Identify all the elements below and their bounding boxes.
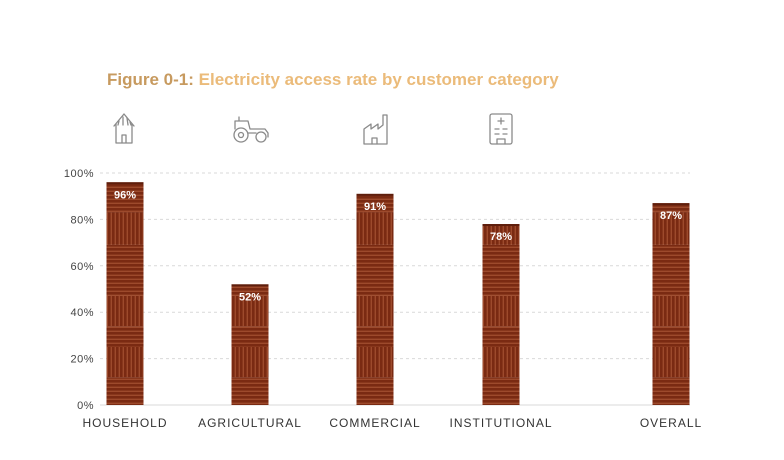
y-tick-label: 60% bbox=[70, 261, 94, 273]
figure-label: Figure 0-1: bbox=[107, 70, 194, 89]
data-label: 87% bbox=[660, 210, 682, 222]
y-tick-label: 20% bbox=[70, 354, 94, 366]
data-label: 96% bbox=[114, 189, 136, 201]
y-tick-label: 40% bbox=[70, 307, 94, 319]
x-category-label: COMMERCIAL bbox=[329, 416, 420, 430]
bar-commercial bbox=[356, 193, 394, 405]
tractor-icon bbox=[233, 116, 269, 143]
bar-overall bbox=[652, 203, 690, 405]
data-label: 52% bbox=[239, 291, 261, 303]
data-label: 78% bbox=[490, 231, 512, 243]
house-icon bbox=[113, 113, 135, 144]
y-tick-label: 100% bbox=[64, 168, 94, 180]
figure-title: Figure 0-1: Electricity access rate by c… bbox=[107, 70, 559, 90]
y-tick-label: 80% bbox=[70, 214, 94, 226]
factory-icon bbox=[363, 114, 388, 145]
x-category-label: HOUSEHOLD bbox=[82, 416, 167, 430]
data-label: 91% bbox=[364, 201, 386, 213]
bar-institutional bbox=[482, 224, 520, 405]
bar-agricultural bbox=[231, 284, 269, 405]
x-category-label: AGRICULTURAL bbox=[198, 416, 302, 430]
y-tick-label: 0% bbox=[77, 400, 94, 412]
figure-title-text: Electricity access rate by customer cate… bbox=[198, 70, 559, 89]
x-category-label: INSTITUTIONAL bbox=[449, 416, 552, 430]
x-category-label: OVERALL bbox=[640, 416, 702, 430]
hospital-icon bbox=[489, 113, 513, 145]
bar-household bbox=[106, 182, 144, 405]
